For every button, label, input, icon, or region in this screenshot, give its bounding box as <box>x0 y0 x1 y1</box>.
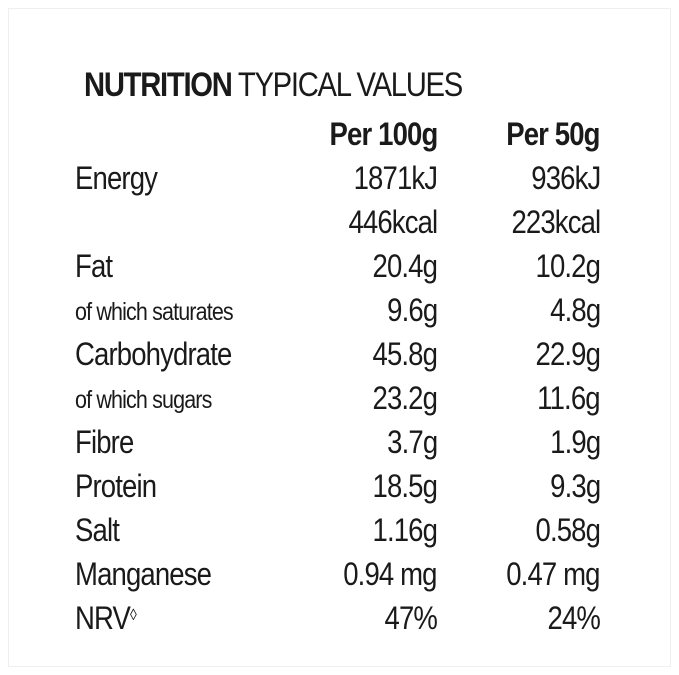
title-light: TYPICAL VALUES <box>237 66 463 104</box>
row-per-50g: 1.9g <box>549 424 601 460</box>
nutrition-table: Per 100g Per 50g Energy 1871kJ 936kJ 446… <box>75 112 601 640</box>
table-row-protein: Protein 18.5g 9.3g <box>75 464 601 508</box>
row-label: of which sugars <box>75 386 212 414</box>
header-per-50g: Per 50g <box>506 116 601 152</box>
row-per-100g: 9.6g <box>386 292 438 328</box>
row-per-50g: 0.58g <box>535 512 600 548</box>
header-per-100g: Per 100g <box>329 116 438 152</box>
row-per-50g: 0.47 mg <box>506 556 601 592</box>
row-per-50g: 223kcal <box>511 204 601 240</box>
row-label: Fat <box>75 248 113 284</box>
row-per-100g: 3.7g <box>386 424 438 460</box>
table-header-row: Per 100g Per 50g <box>75 112 601 156</box>
table-row-manganese: Manganese 0.94 mg 0.47 mg <box>75 552 601 596</box>
row-per-100g: 20.4g <box>372 248 437 284</box>
title-bold: NUTRITION <box>84 66 233 104</box>
row-per-100g: 1.16g <box>372 512 437 548</box>
nutrition-title: NUTRITION TYPICAL VALUES <box>84 65 463 105</box>
row-per-50g: 10.2g <box>535 248 600 284</box>
row-per-100g: 0.94 mg <box>343 556 438 592</box>
table-row-sugars: of which sugars 23.2g 11.6g <box>75 376 601 420</box>
row-per-50g: 936kJ <box>530 160 601 196</box>
row-per-100g: 23.2g <box>372 380 437 416</box>
nrv-label: NRV <box>75 600 131 636</box>
table-row-saturates: of which saturates 9.6g 4.8g <box>75 288 601 332</box>
row-per-100g: 47% <box>384 600 437 636</box>
row-label: Carbohydrate <box>75 336 232 372</box>
row-per-100g: 446kcal <box>348 204 438 240</box>
table-row-fat: Fat 20.4g 10.2g <box>75 244 601 288</box>
row-per-50g: 24% <box>547 600 600 636</box>
row-label: Manganese <box>75 556 212 592</box>
row-per-100g: 45.8g <box>372 336 437 372</box>
row-per-50g: 11.6g <box>537 380 600 416</box>
nutrition-panel: NUTRITION TYPICAL VALUES <box>8 8 671 667</box>
table-row-energy-kj: Energy 1871kJ 936kJ <box>75 156 601 200</box>
row-per-100g: 1871kJ <box>353 160 437 196</box>
row-per-100g: 18.5g <box>372 468 437 504</box>
row-label: of which saturates <box>75 298 234 326</box>
row-per-50g: 9.3g <box>549 468 601 504</box>
table-row-salt: Salt 1.16g 0.58g <box>75 508 601 552</box>
row-label: Protein <box>75 468 157 504</box>
row-per-50g: 22.9g <box>535 336 600 372</box>
table-row-fibre: Fibre 3.7g 1.9g <box>75 420 601 464</box>
row-label: NRV◊ <box>75 596 137 640</box>
table-row-energy-kcal: 446kcal 223kcal <box>75 200 601 244</box>
row-label: Salt <box>75 512 120 548</box>
nrv-footnote-mark: ◊ <box>130 607 137 624</box>
row-per-50g: 4.8g <box>549 292 601 328</box>
table-row-nrv: NRV◊ 47% 24% <box>75 596 601 640</box>
table-row-carbohydrate: Carbohydrate 45.8g 22.9g <box>75 332 601 376</box>
row-label: Fibre <box>75 424 134 460</box>
row-label: Energy <box>75 160 158 196</box>
